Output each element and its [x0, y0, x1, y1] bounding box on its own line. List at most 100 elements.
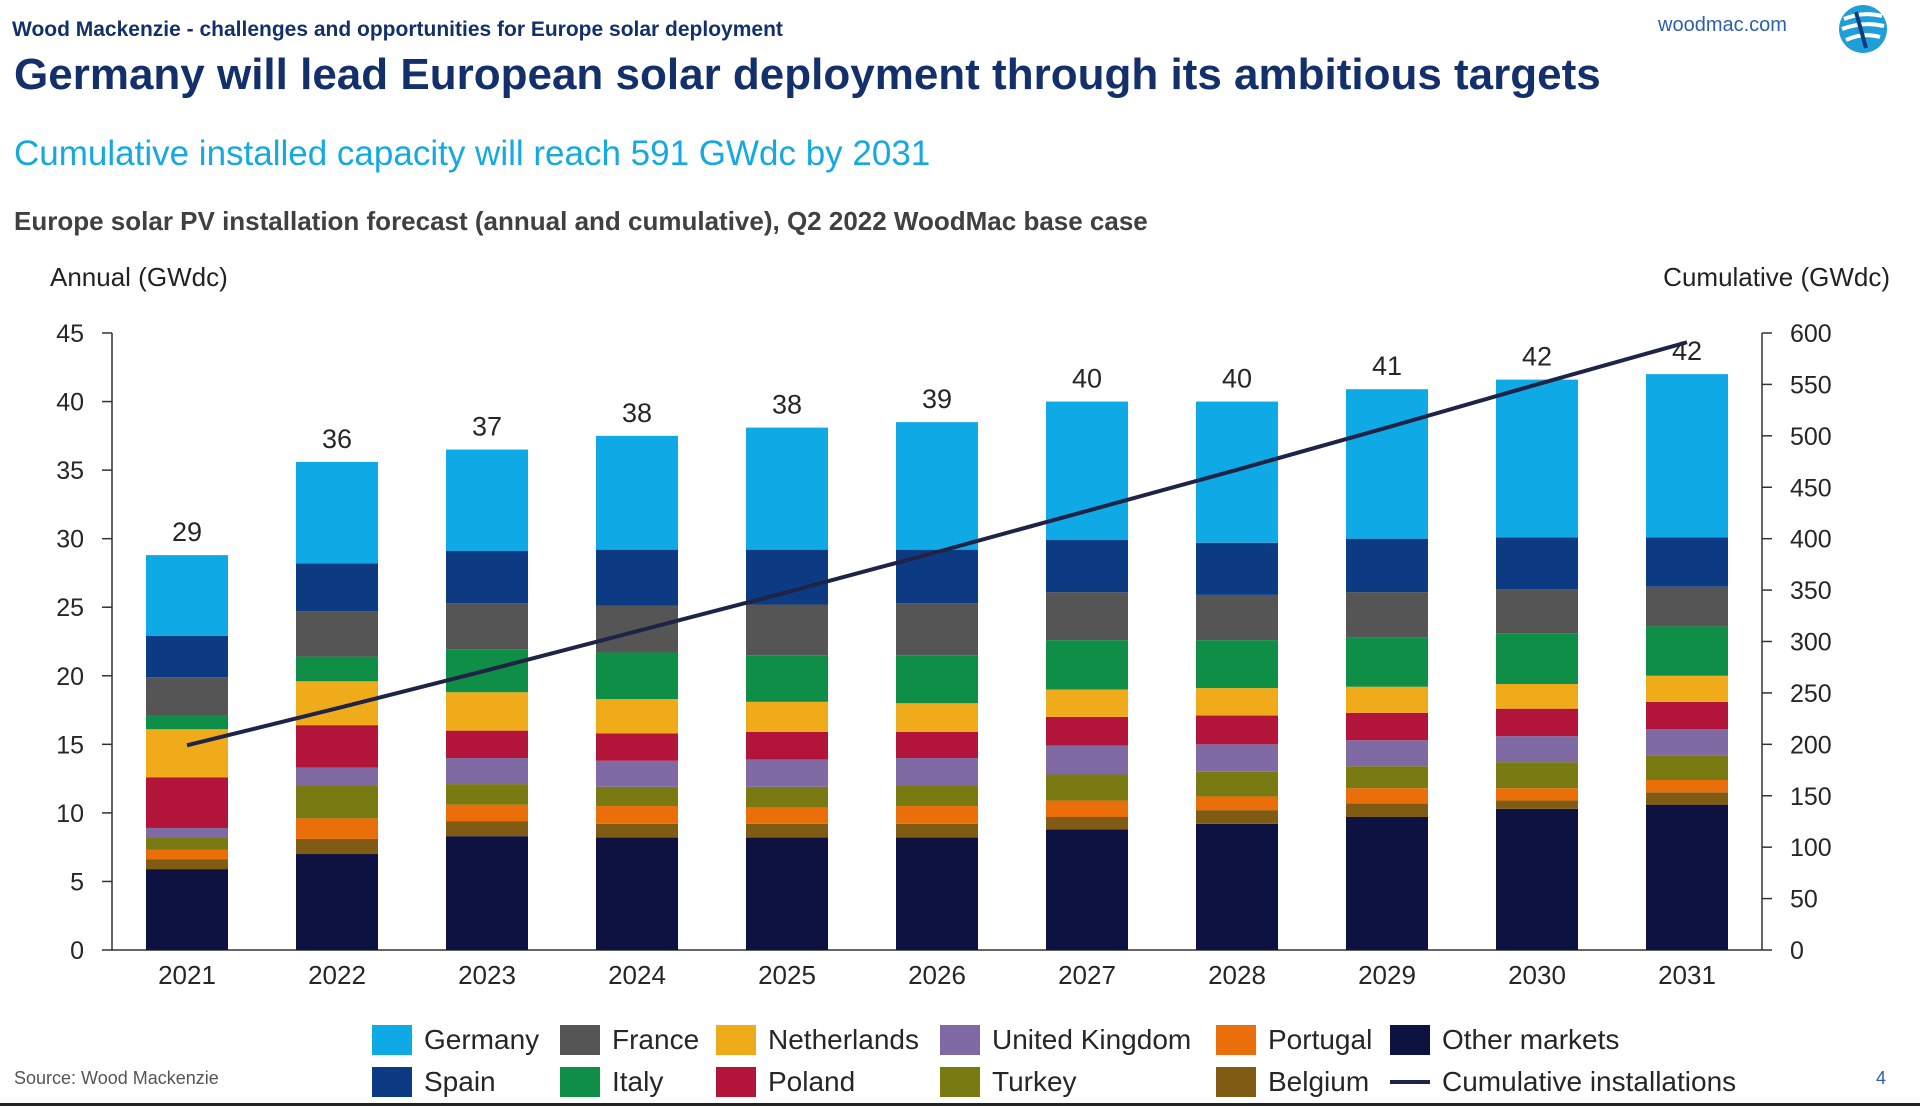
bar-segment-other-markets [146, 869, 228, 950]
bar-segment-poland [1496, 708, 1578, 737]
legend-swatch-italy [560, 1067, 600, 1097]
bar-segment-france [746, 604, 828, 656]
y-tick-label: 0 [70, 937, 84, 965]
bar-segment-netherlands [1196, 688, 1278, 716]
bar-segment-italy [1196, 640, 1278, 689]
legend-swatch-spain [372, 1067, 412, 1097]
bar-segment-turkey [1196, 771, 1278, 797]
legend-label-portugal: Portugal [1268, 1024, 1373, 1055]
y-tick-label: 30 [56, 526, 84, 554]
legend-label-spain: Spain [424, 1066, 496, 1097]
bar-segment-italy [596, 652, 678, 700]
bar-segment-poland [446, 730, 528, 759]
y2-tick-label: 150 [1790, 783, 1832, 811]
bar-segment-other-markets [1346, 817, 1428, 950]
bar-segment-spain [1496, 537, 1578, 590]
y2-tick-label: 450 [1790, 474, 1832, 502]
x-tick-label: 2031 [1658, 960, 1716, 990]
bar-segment-belgium [1646, 792, 1728, 805]
legend-swatch-other-markets [1390, 1025, 1430, 1055]
bar-segment-portugal [1646, 779, 1728, 793]
bar-segment-turkey [746, 786, 828, 808]
x-tick-label: 2023 [458, 960, 516, 990]
y-tick-label: 25 [56, 594, 84, 622]
bar-segment-other-markets [446, 836, 528, 950]
bar-segment-poland [596, 733, 678, 761]
bar-segment-poland [746, 731, 828, 760]
legend-item-belgium: Belgium [1216, 1066, 1369, 1098]
bar-segment-united-kingdom [1346, 740, 1428, 767]
legend-item-portugal: Portugal [1216, 1024, 1372, 1056]
bar-segment-poland [1646, 701, 1728, 730]
bar-segment-netherlands [896, 703, 978, 732]
bar-segment-united-kingdom [1496, 736, 1578, 763]
bar-segment-portugal [296, 818, 378, 839]
y-axis-title: Annual (GWdc) [50, 262, 228, 292]
bar-segment-netherlands [1346, 686, 1428, 713]
source-note: Source: Wood Mackenzie [14, 1068, 219, 1088]
bar-segment-turkey [446, 784, 528, 805]
bar-total-label: 29 [172, 517, 202, 547]
legend-label-other-markets: Other markets [1442, 1024, 1620, 1055]
legend-item-cumulative: Cumulative installations [1390, 1066, 1736, 1098]
site-link[interactable]: woodmac.com [1658, 14, 1787, 36]
bar-segment-portugal [446, 804, 528, 822]
bar-segment-spain [446, 551, 528, 604]
legend-label-turkey: Turkey [992, 1066, 1077, 1097]
bar-segment-portugal [596, 806, 678, 824]
bar-segment-other-markets [746, 837, 828, 950]
bar-segment-belgium [896, 823, 978, 838]
bar-segment-poland [1346, 712, 1428, 741]
legend-item-italy: Italy [560, 1066, 663, 1098]
bar-segment-turkey [296, 785, 378, 819]
bar-segment-belgium [1496, 800, 1578, 809]
bar-segment-netherlands [1496, 684, 1578, 709]
y2-tick-label: 100 [1790, 834, 1832, 862]
x-tick-label: 2024 [608, 960, 666, 990]
bar-segment-france [1646, 586, 1728, 627]
bar-segment-other-markets [596, 837, 678, 950]
bar-segment-united-kingdom [1046, 745, 1128, 775]
bar-segment-italy [1346, 637, 1428, 687]
bar-segment-spain [1646, 537, 1728, 587]
bar-segment-france [1046, 592, 1128, 641]
legend-label-france: France [612, 1024, 700, 1055]
bar-segment-belgium [596, 823, 678, 838]
bar-segment-germany [296, 461, 378, 564]
bar-segment-belgium [1046, 817, 1128, 830]
y2-tick-label: 350 [1790, 577, 1832, 605]
bar-segment-united-kingdom [1196, 744, 1278, 772]
bar-segment-spain [1196, 542, 1278, 595]
y-tick-label: 20 [56, 663, 84, 691]
y2-tick-label: 250 [1790, 680, 1832, 708]
bar-segment-netherlands [296, 681, 378, 726]
header-note: Wood Mackenzie - challenges and opportun… [12, 18, 783, 41]
bar-segment-france [1346, 592, 1428, 638]
bar-total-label: 41 [1372, 351, 1402, 381]
x-tick-label: 2028 [1208, 960, 1266, 990]
legend-item-netherlands: Netherlands [716, 1024, 919, 1056]
bar-total-label: 40 [1222, 364, 1252, 394]
x-tick-label: 2030 [1508, 960, 1566, 990]
bar-segment-portugal [1496, 788, 1578, 801]
chart-title: Europe solar PV installation forecast (a… [14, 206, 1148, 236]
x-tick-label: 2025 [758, 960, 816, 990]
legend-label-cumulative: Cumulative installations [1442, 1066, 1737, 1097]
bar-total-label: 36 [322, 424, 352, 454]
bar-segment-united-kingdom [596, 760, 678, 787]
bar-segment-germany [1496, 379, 1578, 538]
bar-segment-netherlands [596, 699, 678, 734]
bar-segment-united-kingdom [296, 767, 378, 786]
bar-segment-germany [1346, 389, 1428, 539]
bar-segment-germany [1646, 374, 1728, 538]
legend-item-france: France [560, 1024, 699, 1056]
y2-tick-label: 300 [1790, 629, 1832, 657]
bar-segment-turkey [1646, 755, 1728, 780]
chart-legend: Germany France Netherlands United Kingdo… [0, 1018, 1800, 1098]
bar-segment-belgium [746, 823, 828, 838]
legend-swatch-netherlands [716, 1025, 756, 1055]
bar-segment-other-markets [896, 837, 978, 950]
bar-segment-france [146, 677, 228, 716]
bar-segment-portugal [896, 806, 978, 824]
bar-segment-france [1196, 594, 1278, 641]
